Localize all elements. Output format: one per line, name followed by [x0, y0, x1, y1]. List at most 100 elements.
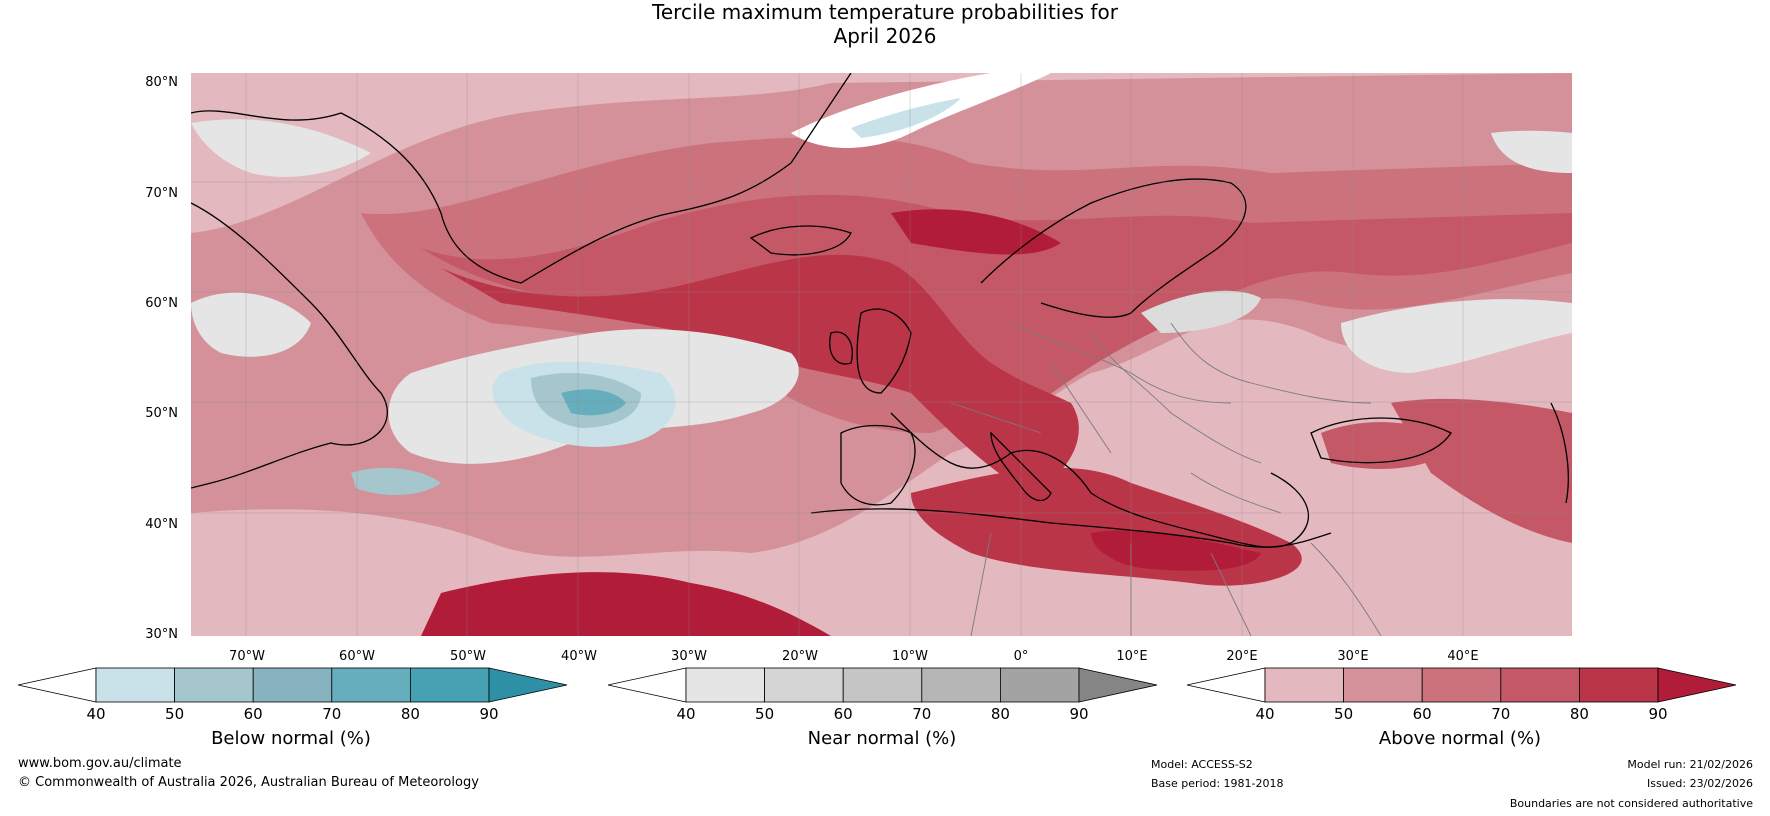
colorbar-above-normal — [1186, 667, 1737, 703]
colorbar-below-segment — [174, 667, 254, 703]
colorbar-above-segment — [1343, 667, 1423, 703]
lat-label-30n: 30°N — [145, 627, 178, 642]
lon-label-70w: 70°W — [229, 649, 265, 664]
lon-label-40e: 40°E — [1447, 649, 1479, 664]
above-90-med — [1091, 530, 1261, 571]
footer-website[interactable]: www.bom.gov.au/climate — [18, 756, 182, 771]
below-normal-arctic — [851, 98, 961, 138]
colorbar-below-extend-high — [488, 667, 568, 703]
above-70-east — [1391, 398, 1572, 543]
italy-coast — [990, 431, 1052, 502]
colorbar-above-segment — [1500, 667, 1580, 703]
colorbar-below-extend-low — [17, 667, 97, 703]
colorbar-near-tick: 70 — [912, 705, 932, 723]
colorbar-above-segment — [1578, 667, 1659, 703]
colorbar-near-extend-low — [607, 667, 687, 703]
colorbar-below-segment — [95, 667, 175, 703]
colorbar-near-tick: 40 — [676, 705, 696, 723]
colorbar-above-extend-low — [1186, 667, 1266, 703]
colorbar-below-normal — [17, 667, 568, 703]
footer-copyright: © Commonwealth of Australia 2026, Austra… — [18, 775, 479, 790]
colorbar-above-tick: 50 — [1334, 705, 1354, 723]
lon-label-50w: 50°W — [450, 649, 486, 664]
colorbar-near-tick: 80 — [990, 705, 1010, 723]
colorbar-near-segment — [764, 667, 844, 703]
colorbar-below-tick: 80 — [400, 705, 420, 723]
coastlines — [191, 73, 1569, 548]
colorbar-near-segment — [921, 667, 1001, 703]
below-normal-70 — [561, 389, 626, 416]
colorbar-below-tick: 60 — [243, 705, 263, 723]
uk-coast — [856, 308, 912, 394]
lat-label-70n: 70°N — [145, 186, 178, 201]
colorbar-below-tick: 90 — [479, 705, 499, 723]
gridlines — [191, 73, 1572, 636]
colorbar-above-label: Above normal (%) — [1378, 728, 1542, 749]
chart-title: Tercile maximum temperature probabilitie… — [0, 0, 1770, 48]
iberia-coast — [840, 424, 916, 506]
title-line-2: April 2026 — [833, 24, 937, 48]
lon-label-30e: 30°E — [1337, 649, 1369, 664]
colorbar-near-label: Near normal (%) — [807, 728, 957, 749]
below-normal-south — [351, 467, 441, 495]
colorbar-above-segment — [1264, 667, 1344, 703]
caspian-coast — [1550, 402, 1569, 504]
lon-label-10w: 10°W — [892, 649, 928, 664]
colorbar-above-tick: 70 — [1491, 705, 1511, 723]
colorbar-near-normal — [607, 667, 1158, 703]
lon-label-20w: 20°W — [782, 649, 818, 664]
lat-label-80n: 80°N — [145, 75, 178, 90]
colorbar-near-tick: 90 — [1069, 705, 1089, 723]
near-normal-russia — [1341, 299, 1572, 373]
footer-model-run: Model run: 21/02/2026 — [1627, 758, 1753, 771]
iceland-coast — [749, 225, 852, 256]
colorbar-near-extend-high — [1078, 667, 1158, 703]
colorbar-above-tick: 80 — [1569, 705, 1589, 723]
colorbar-above-tick: 40 — [1255, 705, 1275, 723]
colorbar-below-segment — [331, 667, 411, 703]
colorbar-above-tick: 90 — [1648, 705, 1668, 723]
above-80-region — [441, 254, 1079, 493]
greenland-coast — [191, 73, 852, 284]
footer-base-period: Base period: 1981-2018 — [1151, 777, 1284, 790]
colorbar-below-tick: 70 — [322, 705, 342, 723]
colorbar-above-extend-high — [1657, 667, 1737, 703]
lon-label-30w: 30°W — [671, 649, 707, 664]
probability-map[interactable] — [191, 73, 1572, 636]
colorbar-below-segment — [252, 667, 333, 703]
near-normal-arctic-east — [1491, 130, 1572, 173]
footer-disclaimer: Boundaries are not considered authoritat… — [1509, 797, 1753, 810]
blacksea-coast — [1310, 417, 1452, 464]
lat-label-50n: 50°N — [145, 406, 178, 421]
lon-label-20e: 20°E — [1226, 649, 1258, 664]
colorbar-near-segment — [842, 667, 923, 703]
colorbar-near-segment — [685, 667, 765, 703]
title-line-1: Tercile maximum temperature probabilitie… — [652, 0, 1118, 24]
canada-coast — [191, 202, 388, 489]
colorbar-below-label: Below normal (%) — [211, 728, 371, 749]
colorbar-near-tick: 60 — [833, 705, 853, 723]
colorbar-near-tick: 50 — [755, 705, 775, 723]
footer-model: Model: ACCESS-S2 — [1151, 758, 1253, 771]
colorbar-below-segment — [409, 667, 490, 703]
lat-label-40n: 40°N — [145, 517, 178, 532]
near-normal-greenland — [191, 119, 371, 177]
colorbar-near-segment — [999, 667, 1080, 703]
lat-label-60n: 60°N — [145, 296, 178, 311]
lon-label-40w: 40°W — [561, 649, 597, 664]
lon-label-0: 0° — [1013, 649, 1029, 664]
lon-label-10e: 10°E — [1116, 649, 1148, 664]
near-normal-baltic — [1141, 290, 1261, 333]
colorbar-below-tick: 50 — [165, 705, 185, 723]
colorbar-above-segment — [1421, 667, 1502, 703]
above-70-region — [421, 194, 1572, 423]
north-africa-coast — [810, 508, 1332, 548]
near-normal-labrador — [191, 292, 311, 357]
lon-label-60w: 60°W — [339, 649, 375, 664]
colorbar-above-tick: 60 — [1412, 705, 1432, 723]
ireland-coast — [829, 331, 853, 365]
above-90-norway — [891, 209, 1061, 255]
colorbar-below-tick: 40 — [86, 705, 106, 723]
europe-coast — [890, 412, 1309, 548]
footer-issued: Issued: 23/02/2026 — [1646, 777, 1753, 790]
